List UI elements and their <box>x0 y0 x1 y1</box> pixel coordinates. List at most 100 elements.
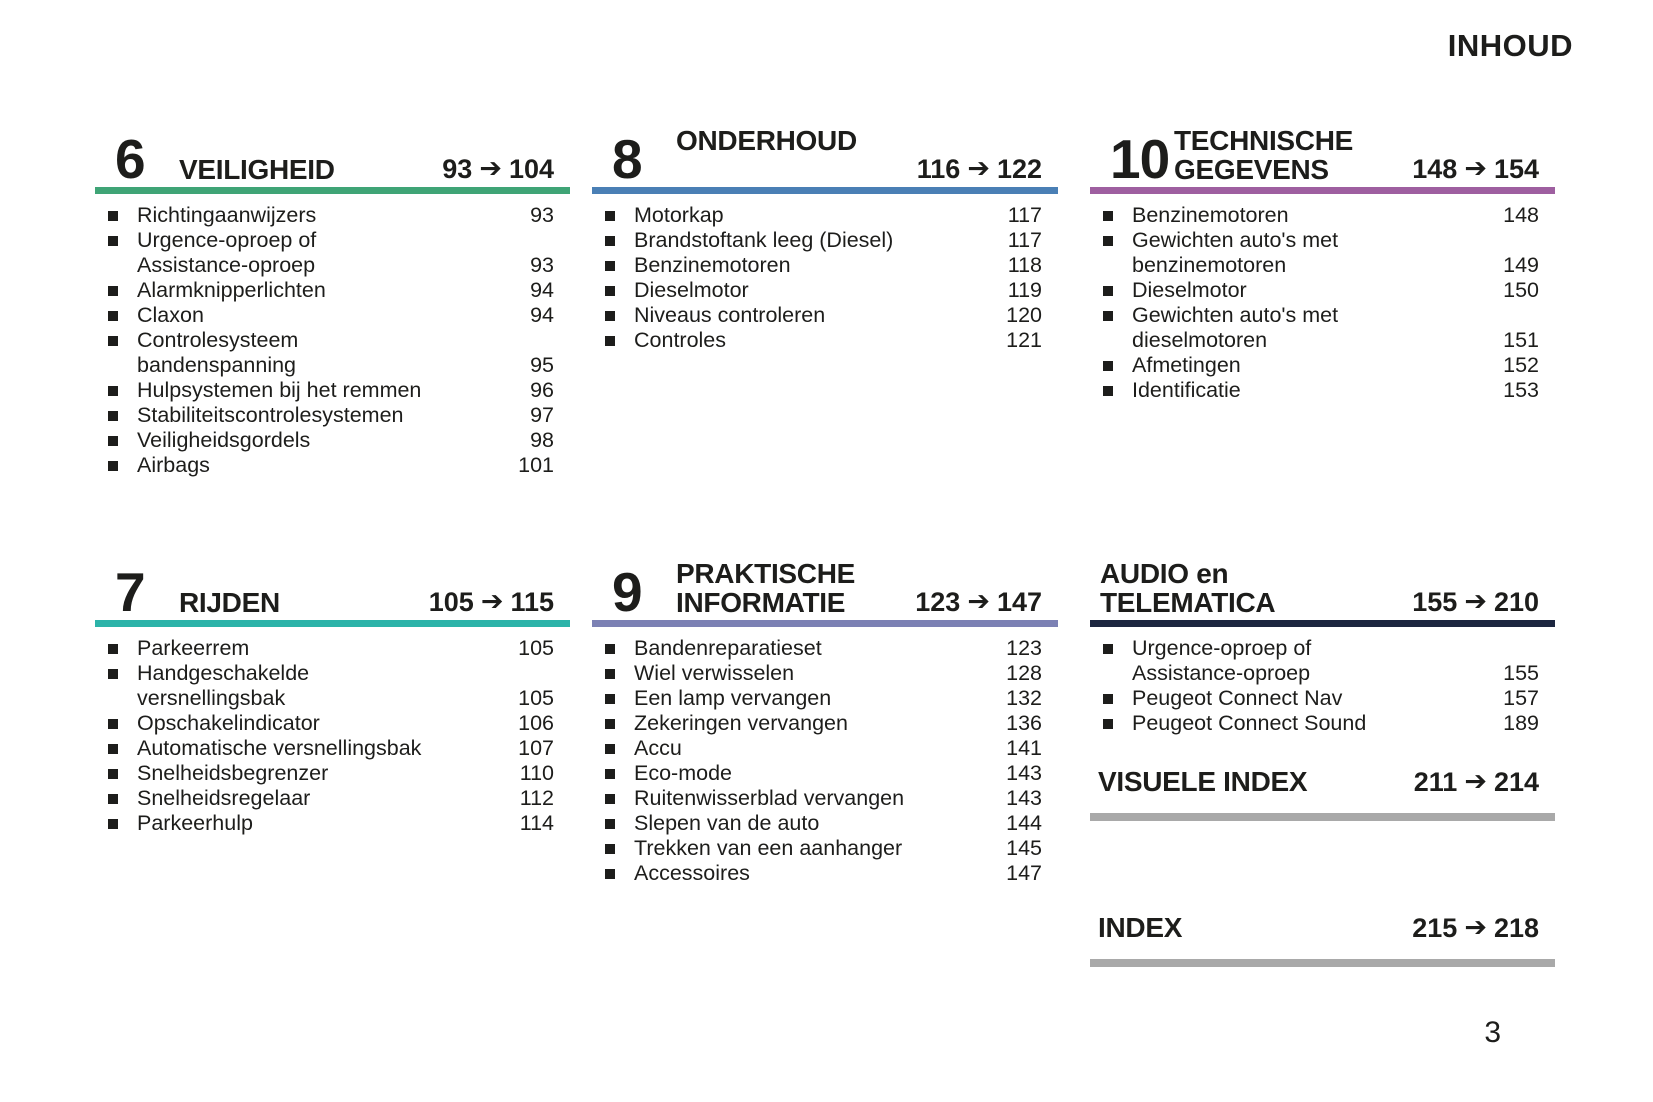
bullet-square-icon <box>108 436 118 446</box>
toc-item: Afmetingen 152 <box>1090 353 1555 378</box>
bullet-square-icon <box>108 669 118 679</box>
toc-item-page: 107 <box>518 736 554 760</box>
bullet-square-icon <box>1103 361 1113 371</box>
toc-item-text: Niveaus controleren <box>634 303 826 327</box>
toc-item-text: Urgence-oproep of <box>1132 636 1312 660</box>
toc-item-page: 97 <box>530 403 554 427</box>
bullet-square-icon <box>108 769 118 779</box>
toc-item-text: Peugeot Connect Nav <box>1132 686 1343 710</box>
toc-item-lines: Dieselmotor <box>634 278 996 303</box>
section-number: 7 <box>115 561 146 623</box>
section-title-line: RIJDEN <box>179 587 280 618</box>
toc-item-text: Accessoires <box>634 861 750 885</box>
toc-item-page: 143 <box>1006 761 1042 785</box>
toc-item-lines: Peugeot Connect Nav <box>1132 686 1493 711</box>
toc-item-page: 123 <box>1006 636 1042 660</box>
toc-item-lines: Controlesysteem bandenspanning <box>137 328 508 378</box>
section-number: 8 <box>612 128 643 190</box>
section-header: 7 RIJDEN 105 ➔ 115 <box>95 559 570 623</box>
toc-item-text: Een lamp vervangen <box>634 686 832 710</box>
toc-item: Hulpsystemen bij het remmen 96 <box>95 378 570 403</box>
toc-item-text: Ruitenwisserblad vervangen <box>634 786 905 810</box>
toc-item-lines: Stabiliteitscontrolesystemen <box>137 403 508 428</box>
section-title-line: GEGEVENS <box>1174 154 1329 185</box>
bullet-square-icon <box>108 819 118 829</box>
toc-item-lines: Snelheidsregelaar <box>137 786 508 811</box>
index-heading: VISUELE INDEX 211 ➔ 214 <box>1090 766 1555 798</box>
toc-item-text: Airbags <box>137 453 210 477</box>
toc-item: Benzinemotoren 118 <box>592 253 1058 278</box>
range-end-page: 218 <box>1493 913 1539 943</box>
toc-item: Een lamp vervangen 132 <box>592 686 1058 711</box>
toc-item-lines: Airbags <box>137 453 508 478</box>
range-start-page: 123 <box>915 587 961 617</box>
toc-item-text: benzinemotoren <box>1132 253 1287 277</box>
range-end-page: 214 <box>1493 767 1539 797</box>
toc-item-text: Dieselmotor <box>1132 278 1247 302</box>
toc-item-page: 96 <box>530 378 554 402</box>
toc-item-lines: Een lamp vervangen <box>634 686 996 711</box>
index-heading: INDEX 215 ➔ 218 <box>1090 912 1555 944</box>
arrow-right-icon: ➔ <box>967 153 990 183</box>
range-start-page: 105 <box>428 587 474 617</box>
toc-section: 10 TECHNISCHE GEGEVENS 148 ➔ 154 Benzinemo… <box>1090 126 1555 403</box>
toc-item-lines: Niveaus controleren <box>634 303 996 328</box>
bullet-square-icon <box>1103 311 1113 321</box>
range-start-page: 155 <box>1412 587 1458 617</box>
section-title-line: ONDERHOUD <box>676 125 857 156</box>
folio-page-number: 3 <box>1484 1016 1501 1049</box>
toc-item-text: Stabiliteitscontrolesystemen <box>137 403 404 427</box>
section-color-bar <box>95 187 570 194</box>
section-title: RIJDEN <box>179 559 280 617</box>
section-page-range: 93 ➔ 104 <box>442 153 554 184</box>
bullet-square-icon <box>108 286 118 296</box>
arrow-right-icon: ➔ <box>1464 912 1487 942</box>
toc-item: Alarmknipperlichten 94 <box>95 278 570 303</box>
bullet-square-icon <box>1103 236 1113 246</box>
arrow-right-icon: ➔ <box>1464 153 1487 183</box>
index-rule-bar <box>1090 813 1555 821</box>
toc-item-lines: Wiel verwisselen <box>634 661 996 686</box>
range-start-page: 116 <box>916 154 961 184</box>
toc-item-lines: Controles <box>634 328 996 353</box>
section-title: VEILIGHEID <box>179 126 335 184</box>
toc-item: Opschakelindicator 106 <box>95 711 570 736</box>
toc-item-page: 114 <box>519 811 554 835</box>
toc-item-text: Richtingaanwijzers <box>137 203 317 227</box>
section-page-range: 155 ➔ 210 <box>1412 587 1539 617</box>
toc-item-page: 155 <box>1503 661 1539 685</box>
toc-item-lines: Veiligheidsgordels <box>137 428 508 453</box>
toc-item-lines: Gewichten auto's met benzinemotoren <box>1132 228 1493 278</box>
toc-item-page: 143 <box>1006 786 1042 810</box>
toc-item-lines: Eco-mode <box>634 761 996 786</box>
arrow-right-icon: ➔ <box>479 153 502 183</box>
toc-item: Stabiliteitscontrolesystemen 97 <box>95 403 570 428</box>
toc-item-text: Veiligheidsgordels <box>137 428 311 452</box>
bullet-square-icon <box>108 719 118 729</box>
toc-section: 9 PRAKTISCHE INFORMATIE 123 ➔ 147 Bandenre… <box>592 559 1058 886</box>
range-start-page: 215 <box>1412 913 1458 943</box>
toc-item-page: 148 <box>1503 203 1539 227</box>
toc-item: Benzinemotoren 148 <box>1090 203 1555 228</box>
toc-item-text: Opschakelindicator <box>137 711 320 735</box>
section-header: AUDIO en TELEMATICA 155 ➔ 210 <box>1090 559 1555 617</box>
section-header: 8 ONDERHOUD 116 ➔ 122 <box>592 125 1058 190</box>
toc-item-page: 93 <box>530 253 554 277</box>
toc-item-text: Urgence-oproep of <box>137 228 317 252</box>
section-number: 6 <box>115 128 146 190</box>
toc-item: Bandenreparatieset 123 <box>592 636 1058 661</box>
section-title-line: INFORMATIE <box>676 587 846 618</box>
bullet-square-icon <box>1103 719 1113 729</box>
section-color-bar <box>1090 187 1555 194</box>
index-label: INDEX <box>1098 912 1183 943</box>
toc-item-text: Alarmknipperlichten <box>137 278 326 302</box>
section-title-line: PRAKTISCHE <box>676 558 856 589</box>
toc-item-page: 95 <box>530 353 554 377</box>
bullet-square-icon <box>605 844 615 854</box>
range-end-page: 122 <box>996 154 1042 184</box>
section-item-list: Parkeerrem 105 Handgeschakelde versnellin… <box>95 636 570 836</box>
toc-item: Veiligheidsgordels 98 <box>95 428 570 453</box>
toc-item: Controles 121 <box>592 328 1058 353</box>
toc-item-page: 98 <box>530 428 554 452</box>
section-number: 10 <box>1110 128 1170 190</box>
